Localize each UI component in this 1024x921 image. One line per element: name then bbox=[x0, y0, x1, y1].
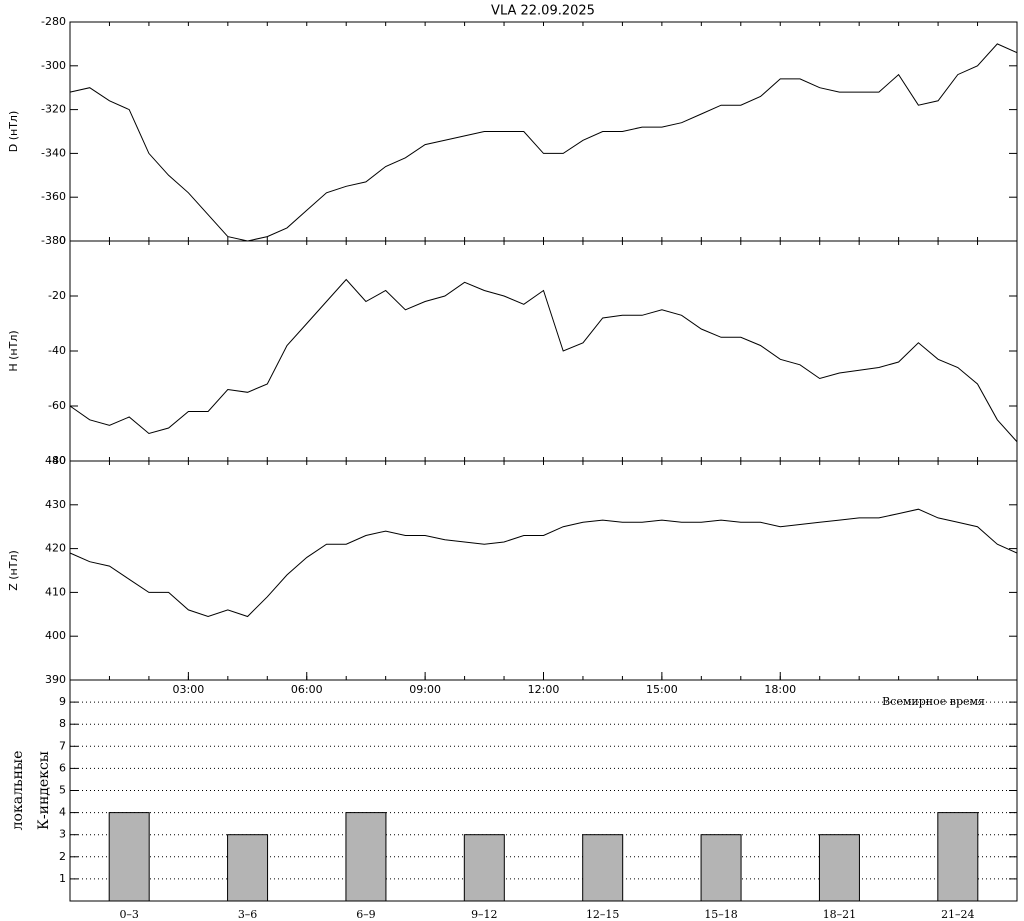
y-tick-label: 390 bbox=[45, 673, 66, 686]
bar bbox=[463, 834, 505, 902]
x-tick-label: 12–15 bbox=[586, 908, 620, 921]
y-tick-label: -320 bbox=[41, 103, 66, 116]
x-tick-label: 18–21 bbox=[823, 908, 857, 921]
y-tick-label: 8 bbox=[59, 717, 66, 730]
data-line bbox=[69, 43, 1018, 242]
x-tick-label: 12:00 bbox=[528, 683, 560, 696]
panel-frame bbox=[69, 240, 1018, 462]
bar bbox=[700, 834, 742, 902]
y-tick-label: 9 bbox=[59, 695, 66, 708]
y-tick-label: 430 bbox=[45, 498, 66, 511]
y-tick-label: -280 bbox=[41, 15, 66, 28]
y-tick-label: 1 bbox=[59, 872, 66, 885]
y-tick-label: 6 bbox=[59, 761, 66, 774]
y-tick-label: 7 bbox=[59, 739, 66, 752]
x-tick-label: 9–12 bbox=[471, 908, 498, 921]
y-axis-label: D (нТл) bbox=[7, 111, 20, 153]
bar bbox=[345, 812, 387, 902]
bar bbox=[937, 812, 979, 902]
x-tick-label: 6–9 bbox=[356, 908, 376, 921]
y-tick-label: -60 bbox=[48, 399, 66, 412]
bar bbox=[227, 834, 269, 902]
x-tick-label: 09:00 bbox=[409, 683, 441, 696]
bar bbox=[582, 834, 624, 902]
y-axis-label: К-индексы bbox=[36, 751, 52, 830]
y-tick-label: -380 bbox=[41, 234, 66, 247]
y-tick-label: 410 bbox=[45, 585, 66, 598]
x-tick-label: 3–6 bbox=[238, 908, 258, 921]
y-tick-label: 4 bbox=[59, 806, 66, 819]
x-tick-label: 21–24 bbox=[941, 908, 975, 921]
y-tick-label: 400 bbox=[45, 629, 66, 642]
y-tick-label: 420 bbox=[45, 542, 66, 555]
data-line bbox=[69, 508, 1018, 618]
y-tick-label: 0 bbox=[59, 234, 66, 247]
x-tick-label: 18:00 bbox=[764, 683, 796, 696]
x-tick-label: 15–18 bbox=[704, 908, 738, 921]
panel-frame bbox=[69, 21, 1018, 242]
panel-frame bbox=[69, 460, 1018, 681]
y-axis-label: H (нТл) bbox=[7, 330, 20, 371]
y-tick-label: -40 bbox=[48, 344, 66, 357]
y-tick-label: -80 bbox=[48, 454, 66, 467]
y-axis-label: Z (нТл) bbox=[7, 550, 20, 591]
x-tick-label: 0–3 bbox=[119, 908, 139, 921]
data-line bbox=[69, 278, 1018, 443]
y-tick-label: -300 bbox=[41, 59, 66, 72]
chart-title: VLA 22.09.2025 bbox=[491, 4, 595, 19]
x-tick-label: 03:00 bbox=[173, 683, 205, 696]
y-tick-label: 2 bbox=[59, 850, 66, 863]
y-tick-label: 5 bbox=[59, 784, 66, 797]
y-tick-label: -20 bbox=[48, 289, 66, 302]
x-tick-label: 06:00 bbox=[291, 683, 323, 696]
panel-frame bbox=[69, 679, 1018, 902]
y-axis-label: локальные bbox=[10, 751, 26, 831]
bar bbox=[818, 834, 860, 902]
y-tick-label: 3 bbox=[59, 828, 66, 841]
y-tick-label: -360 bbox=[41, 190, 66, 203]
x-tick-label: 15:00 bbox=[646, 683, 678, 696]
y-tick-label: 440 bbox=[45, 454, 66, 467]
y-tick-label: -340 bbox=[41, 146, 66, 159]
x-axis-label: Всемирное время bbox=[882, 695, 985, 708]
bar bbox=[108, 812, 150, 902]
